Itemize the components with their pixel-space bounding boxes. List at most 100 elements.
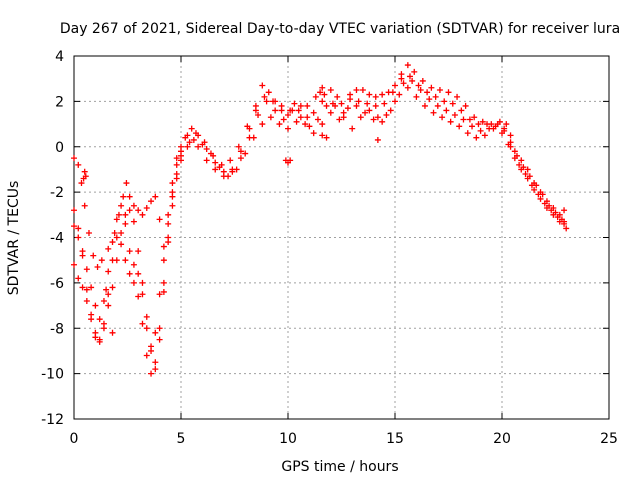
data-point <box>439 114 446 121</box>
data-point <box>381 100 388 107</box>
data-point <box>201 139 208 146</box>
data-point <box>148 370 155 377</box>
data-point <box>398 75 405 82</box>
data-point <box>432 93 439 100</box>
data-point <box>413 93 420 100</box>
data-point <box>218 161 225 168</box>
data-point <box>78 180 85 187</box>
data-point <box>297 114 304 121</box>
data-point <box>319 98 326 105</box>
data-point <box>513 152 520 159</box>
data-point <box>135 248 142 255</box>
series-track-a <box>71 62 568 373</box>
data-point <box>71 223 77 230</box>
data-point <box>552 209 559 216</box>
data-point <box>379 91 386 98</box>
data-point <box>173 161 180 168</box>
data-point <box>90 252 97 259</box>
data-point <box>278 102 285 109</box>
data-point <box>406 73 413 80</box>
y-tick-label: -2 <box>50 185 64 201</box>
data-point <box>531 186 538 193</box>
data-point <box>109 284 116 291</box>
data-point <box>280 116 287 123</box>
data-point <box>511 148 518 155</box>
data-point <box>122 257 129 264</box>
data-point <box>113 234 120 241</box>
data-point <box>252 107 259 114</box>
data-point <box>173 155 180 162</box>
data-point <box>111 229 118 236</box>
data-point <box>143 313 150 320</box>
data-point <box>233 166 240 173</box>
data-point <box>152 193 159 200</box>
data-point <box>327 87 334 94</box>
data-point <box>415 82 422 89</box>
series-isolated <box>80 84 381 336</box>
data-point <box>364 100 371 107</box>
data-point <box>135 270 142 277</box>
data-point <box>340 114 347 121</box>
data-point <box>81 202 88 209</box>
data-point <box>411 68 418 75</box>
data-point <box>130 218 137 225</box>
data-point <box>449 100 456 107</box>
data-point <box>479 118 486 125</box>
y-tick-label: -8 <box>50 321 64 337</box>
data-point <box>475 121 482 128</box>
series-track-c <box>71 77 570 345</box>
data-point <box>285 125 291 132</box>
data-point <box>473 134 480 141</box>
data-point <box>518 157 525 164</box>
data-point <box>426 96 433 103</box>
data-point <box>160 243 167 250</box>
data-point <box>314 116 321 123</box>
y-tick-label: -10 <box>41 367 64 383</box>
data-point <box>75 275 82 282</box>
data-point <box>297 102 304 109</box>
data-point <box>541 200 548 207</box>
data-point <box>109 329 116 336</box>
data-point <box>522 170 529 177</box>
data-point <box>520 164 527 171</box>
data-point <box>424 89 431 96</box>
data-point <box>267 114 274 121</box>
data-point <box>79 248 86 255</box>
data-point <box>71 207 77 214</box>
data-point <box>501 127 508 134</box>
data-point <box>362 109 369 116</box>
data-point <box>109 239 116 246</box>
data-point <box>105 291 112 298</box>
data-point <box>123 180 130 187</box>
data-point <box>347 91 354 98</box>
data-point <box>212 159 219 166</box>
data-point <box>387 107 394 114</box>
data-point <box>130 261 137 268</box>
data-point <box>94 263 101 270</box>
data-point <box>272 107 279 114</box>
data-point <box>458 107 465 114</box>
data-point <box>259 82 266 89</box>
data-point <box>548 207 555 214</box>
data-point <box>113 216 120 223</box>
data-point <box>83 286 90 293</box>
data-point <box>88 284 95 291</box>
data-point <box>291 100 298 107</box>
data-point <box>321 91 328 98</box>
x-axis-label: GPS time / hours <box>281 459 398 475</box>
data-point <box>349 125 356 132</box>
data-point <box>323 134 330 141</box>
y-tick-label: 4 <box>55 49 64 65</box>
y-tick-label: -4 <box>50 231 64 247</box>
data-point <box>372 93 379 100</box>
data-point <box>486 125 493 132</box>
data-point <box>105 302 112 309</box>
data-point <box>357 114 364 121</box>
data-point <box>261 93 268 100</box>
data-point <box>130 202 137 209</box>
data-point <box>469 123 476 130</box>
data-point <box>126 207 133 214</box>
data-point <box>329 100 336 107</box>
data-point <box>92 329 99 336</box>
